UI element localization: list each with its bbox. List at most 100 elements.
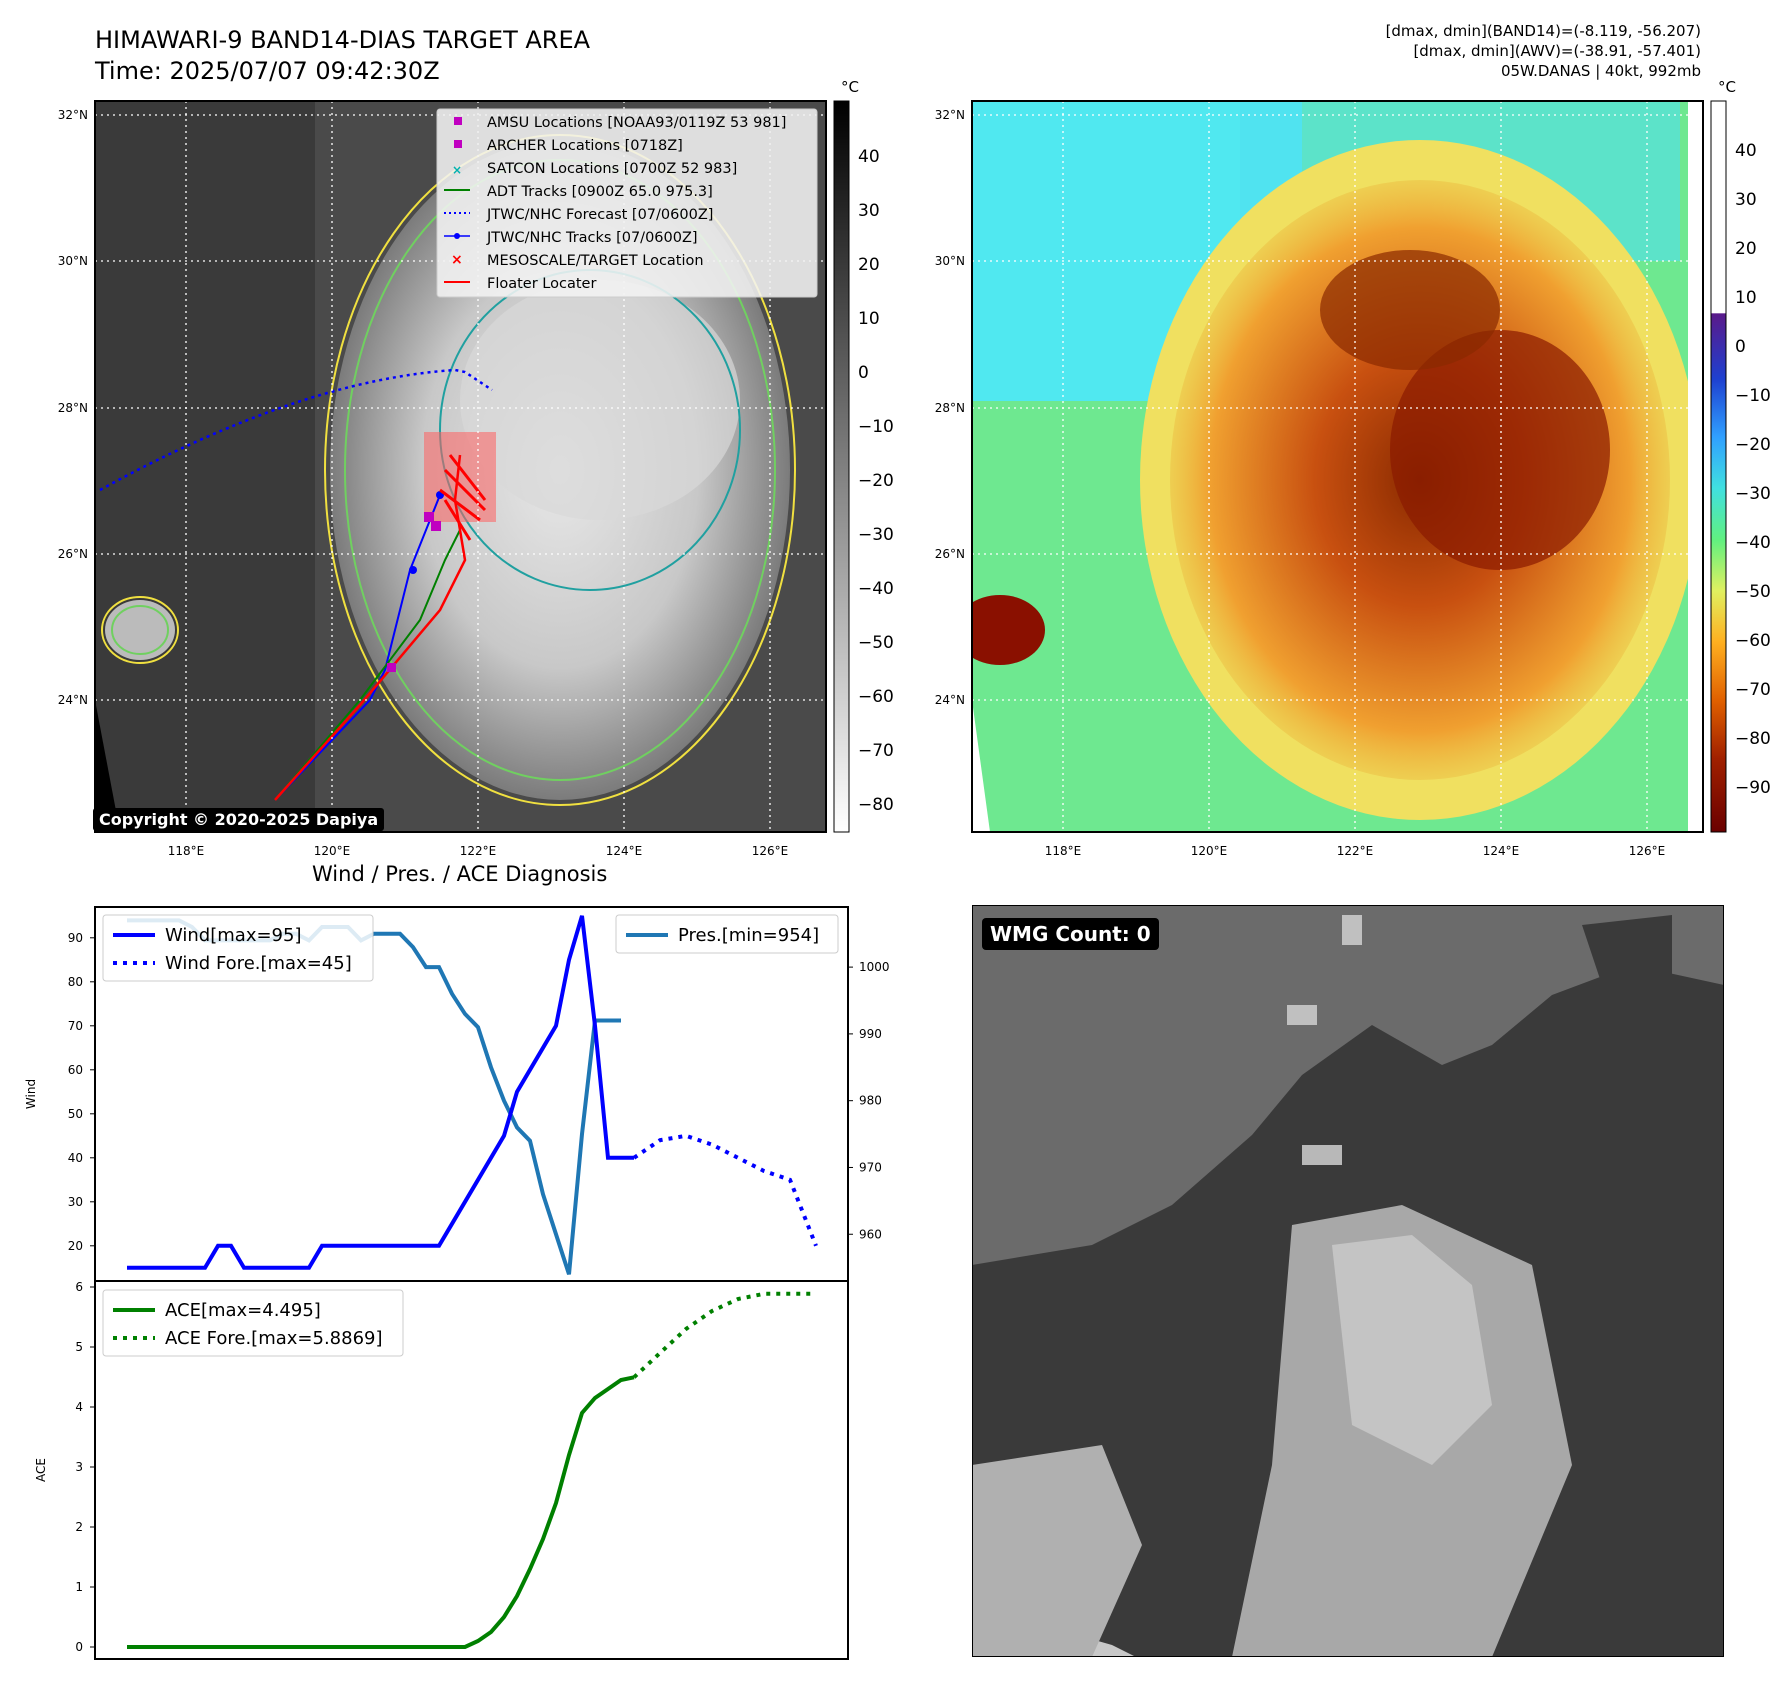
copyright-badge: Copyright © 2020-2025 Dapiya: [93, 808, 385, 831]
ace-tick-label: 0: [75, 1640, 83, 1654]
svg-text:−80: −80: [1735, 729, 1771, 749]
pressure-tick-label: 980: [859, 1094, 882, 1108]
pressure-tick-label: 1000: [859, 960, 890, 974]
legend-entry: ARCHER Locations [0718Z]: [487, 138, 683, 154]
info-storm: 05W.DANAS | 40kt, 992mb: [1500, 62, 1701, 80]
wind-tick-label: 40: [68, 1151, 83, 1165]
svg-text:20: 20: [858, 255, 880, 275]
pressure-tick-label: 970: [859, 1160, 882, 1174]
wind-tick-label: 70: [68, 1019, 83, 1033]
ace-tick-label: 3: [75, 1460, 83, 1474]
colorbar-right-ticks: 40 30 20 10 0 −10 −20 −30 −40 −50 −60 −7…: [1735, 141, 1771, 798]
colorbar-left-ticks: 40 30 20 10 0 −10 −20 −30 −40 −50 −60 −7…: [858, 147, 894, 815]
lat-label: 28°N: [935, 401, 965, 415]
ace-tick-label: 2: [75, 1520, 83, 1534]
ace-axis-label: ACE: [34, 1458, 48, 1482]
lat-label: 24°N: [935, 693, 965, 707]
ace-tick-label: 4: [75, 1400, 83, 1414]
svg-text:−50: −50: [1735, 582, 1771, 602]
wmg-panel: [972, 905, 1724, 1657]
lon-label: 118°E: [168, 844, 205, 858]
svg-text:−90: −90: [1735, 778, 1771, 798]
legend-box: [102, 914, 374, 982]
lon-label: 118°E: [1045, 844, 1082, 858]
wind-tick-label: 50: [68, 1107, 83, 1121]
svg-text:40: 40: [858, 147, 880, 167]
svg-text:−30: −30: [1735, 484, 1771, 504]
wind-tick-label: 60: [68, 1063, 83, 1077]
svg-text:−40: −40: [1735, 533, 1771, 553]
svg-text:30: 30: [1735, 190, 1757, 210]
colorbar-unit: °C: [1718, 78, 1736, 96]
svg-text:−20: −20: [1735, 435, 1771, 455]
legend-label: Wind[max=95]: [165, 925, 302, 946]
lat-label: 32°N: [935, 108, 965, 122]
lon-label: 126°E: [752, 844, 789, 858]
wmg-count-badge: WMG Count: 0: [982, 918, 1159, 950]
legend-entry: SATCON Locations [0700Z 52 983]: [487, 161, 738, 177]
legend-entry: MESOSCALE/TARGET Location: [487, 253, 704, 269]
lon-label: 120°E: [314, 844, 351, 858]
svg-text:20: 20: [1735, 239, 1757, 259]
svg-text:×: ×: [451, 252, 463, 268]
svg-text:−10: −10: [858, 417, 894, 437]
wind-line: [127, 915, 634, 1270]
map-legend: AMSU Locations [NOAA93/0119Z 53 981] ARC…: [487, 112, 786, 296]
awv-map-image: [972, 101, 1703, 832]
legend-box: [102, 1289, 404, 1357]
svg-text:0: 0: [858, 363, 869, 383]
plot-frame: [94, 906, 849, 1660]
legend-label: ACE Fore.[max=5.8869]: [165, 1328, 383, 1349]
wind-tick-label: 90: [68, 931, 83, 945]
lon-label: 122°E: [460, 844, 497, 858]
svg-text:−30: −30: [858, 525, 894, 545]
ace-forecast-line: [632, 1291, 816, 1379]
legend-entry: JTWC/NHC Forecast [07/0600Z]: [487, 207, 714, 223]
pressure-tick-label: 960: [859, 1227, 882, 1241]
lon-label: 124°E: [606, 844, 643, 858]
chart-title: HIMAWARI-9 BAND14-DIAS TARGET AREA: [95, 26, 591, 54]
svg-text:40: 40: [1735, 141, 1757, 161]
wind-tick-label: 80: [68, 975, 83, 989]
wind-tick-label: 20: [68, 1239, 83, 1253]
legend-box: [615, 914, 839, 954]
diagnosis-title: Wind / Pres. / ACE Diagnosis: [312, 862, 608, 886]
colorbar-left: [833, 100, 850, 833]
legend-markers: × ×: [444, 117, 470, 283]
svg-text:−80: −80: [858, 795, 894, 815]
ace-tick-label: 5: [75, 1340, 83, 1354]
lat-label: 24°N: [58, 693, 88, 707]
lat-label: 32°N: [58, 108, 88, 122]
svg-text:−60: −60: [858, 687, 894, 707]
svg-text:10: 10: [1735, 288, 1757, 308]
svg-text:−60: −60: [1735, 631, 1771, 651]
lon-label: 122°E: [1337, 844, 1374, 858]
info-band14: [dmax, dmin](BAND14)=(-8.119, -56.207): [1385, 22, 1701, 40]
ace-tick-label: 6: [75, 1280, 83, 1294]
svg-text:×: ×: [452, 163, 462, 177]
wind-axis-label: Wind: [24, 1079, 38, 1109]
lat-label: 30°N: [58, 254, 88, 268]
lon-label: 124°E: [1483, 844, 1520, 858]
svg-text:−50: −50: [858, 633, 894, 653]
svg-text:0: 0: [1735, 337, 1746, 357]
svg-text:30: 30: [858, 201, 880, 221]
lat-label: 26°N: [935, 547, 965, 561]
legend-entry: JTWC/NHC Tracks [07/0600Z]: [487, 230, 698, 246]
legend-label: Wind Fore.[max=45]: [165, 953, 352, 974]
svg-text:−10: −10: [1735, 386, 1771, 406]
svg-text:−70: −70: [1735, 680, 1771, 700]
ir-map-panel: × × 32°N 30°N 28°N 26°N 24°N 118°E 120°E…: [58, 78, 1771, 858]
diagnosis-chart: 20 30 40 50 60 70 80 90 960 970 980 990 1000 0 1 2 3 4 5 6 W…: [24, 906, 890, 1660]
svg-text:−40: −40: [858, 579, 894, 599]
legend-entry: AMSU Locations [NOAA93/0119Z 53 981]: [487, 115, 787, 131]
lon-label: 126°E: [1629, 844, 1666, 858]
legend-label: ACE[max=4.495]: [165, 1300, 321, 1321]
svg-text:10: 10: [858, 309, 880, 329]
wind-tick-label: 30: [68, 1195, 83, 1209]
lat-label: 30°N: [935, 254, 965, 268]
legend-entry: ADT Tracks [0900Z 65.0 975.3]: [487, 184, 713, 200]
svg-text:−70: −70: [858, 741, 894, 761]
lon-label: 120°E: [1191, 844, 1228, 858]
colorbar-right: [1710, 100, 1727, 833]
